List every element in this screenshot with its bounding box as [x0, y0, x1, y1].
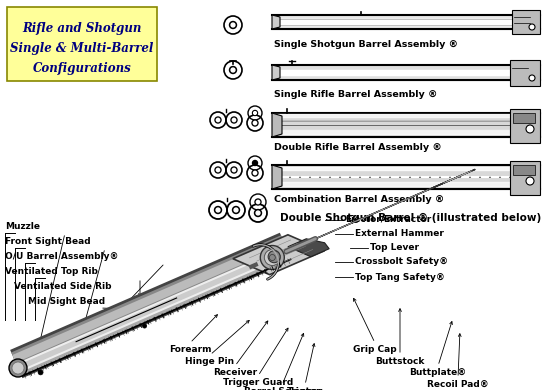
Text: Muzzle: Muzzle [5, 222, 40, 231]
Polygon shape [288, 239, 329, 257]
Text: Ventilated Side Rib: Ventilated Side Rib [14, 282, 112, 291]
Text: Barrel Selector: Barrel Selector [244, 387, 320, 390]
Circle shape [229, 67, 236, 73]
Text: External Hammer: External Hammer [355, 229, 444, 239]
Circle shape [231, 117, 237, 123]
Bar [510, 60, 540, 86]
Text: Top Tang Safety®: Top Tang Safety® [355, 273, 445, 282]
Polygon shape [272, 15, 280, 29]
Circle shape [268, 251, 280, 263]
Circle shape [254, 112, 256, 114]
Circle shape [529, 75, 535, 81]
Bar [513, 165, 535, 175]
Circle shape [216, 118, 219, 122]
Text: Recoil Pad®: Recoil Pad® [427, 380, 489, 389]
Circle shape [229, 21, 236, 28]
Bar [510, 109, 540, 143]
Text: Rifle and Shotgun: Rifle and Shotgun [23, 22, 142, 35]
Bar [510, 161, 540, 195]
Bar [512, 10, 540, 34]
Circle shape [9, 359, 27, 377]
Polygon shape [272, 165, 282, 189]
Circle shape [526, 125, 534, 133]
Text: Trigger Guard: Trigger Guard [223, 378, 293, 387]
Circle shape [232, 118, 235, 122]
Circle shape [215, 167, 221, 173]
Text: Forearm: Forearm [169, 345, 211, 354]
Polygon shape [233, 235, 324, 275]
Circle shape [260, 246, 284, 269]
Circle shape [216, 208, 220, 212]
Text: Combination Barrel Assembly ®: Combination Barrel Assembly ® [274, 195, 444, 204]
Text: Mid Sight Bead: Mid Sight Bead [28, 297, 105, 306]
Text: Hinge Pin: Hinge Pin [185, 357, 234, 366]
Bar [513, 113, 535, 123]
Circle shape [265, 250, 280, 266]
FancyBboxPatch shape [7, 7, 157, 81]
Circle shape [215, 117, 221, 123]
Circle shape [232, 168, 235, 172]
Text: Single Rifle Barrel Assembly ®: Single Rifle Barrel Assembly ® [274, 90, 437, 99]
Text: Receiver: Receiver [213, 368, 257, 377]
Polygon shape [272, 113, 282, 137]
Circle shape [254, 121, 257, 125]
Circle shape [231, 68, 235, 72]
Circle shape [526, 177, 534, 185]
Circle shape [252, 110, 257, 115]
Circle shape [270, 255, 276, 261]
Text: Buttstock: Buttstock [375, 357, 425, 366]
Text: Single Shotgun Barrel Assembly ®: Single Shotgun Barrel Assembly ® [274, 40, 458, 49]
Text: Buttplate®: Buttplate® [409, 368, 466, 377]
Circle shape [234, 208, 238, 212]
Circle shape [256, 200, 260, 204]
Circle shape [252, 170, 258, 176]
Text: Double Rifle Barrel Assembly ®: Double Rifle Barrel Assembly ® [274, 143, 442, 152]
Circle shape [231, 23, 235, 27]
Polygon shape [157, 255, 242, 300]
Text: O/U Barrel Assembly®: O/U Barrel Assembly® [5, 252, 118, 261]
Circle shape [255, 209, 261, 216]
Circle shape [256, 211, 260, 215]
Text: Ejector/Extractor: Ejector/Extractor [345, 216, 431, 225]
Text: Crossbolt Safety®: Crossbolt Safety® [355, 257, 448, 266]
Polygon shape [433, 169, 475, 188]
Text: Front Sight Bead: Front Sight Bead [5, 237, 91, 246]
Polygon shape [272, 65, 280, 80]
Polygon shape [265, 175, 461, 261]
Circle shape [214, 206, 222, 213]
Text: Trigger: Trigger [287, 387, 323, 390]
Circle shape [233, 206, 239, 213]
Text: Double Shotgun Barrel ® (illustrated below): Double Shotgun Barrel ® (illustrated bel… [280, 213, 541, 223]
Circle shape [216, 168, 219, 172]
Text: Top Lever: Top Lever [370, 243, 419, 252]
Text: Grip Cap: Grip Cap [353, 345, 397, 354]
Circle shape [254, 171, 257, 175]
Circle shape [252, 161, 257, 165]
Text: Configurations: Configurations [32, 62, 131, 75]
Circle shape [12, 362, 24, 374]
Circle shape [252, 120, 258, 126]
Circle shape [529, 24, 535, 30]
Circle shape [231, 167, 237, 173]
Circle shape [255, 199, 261, 205]
Circle shape [142, 324, 147, 328]
Circle shape [38, 370, 43, 375]
Text: Ventilated Top Rib: Ventilated Top Rib [5, 267, 98, 276]
Text: Single & Multi-Barrel: Single & Multi-Barrel [10, 42, 153, 55]
